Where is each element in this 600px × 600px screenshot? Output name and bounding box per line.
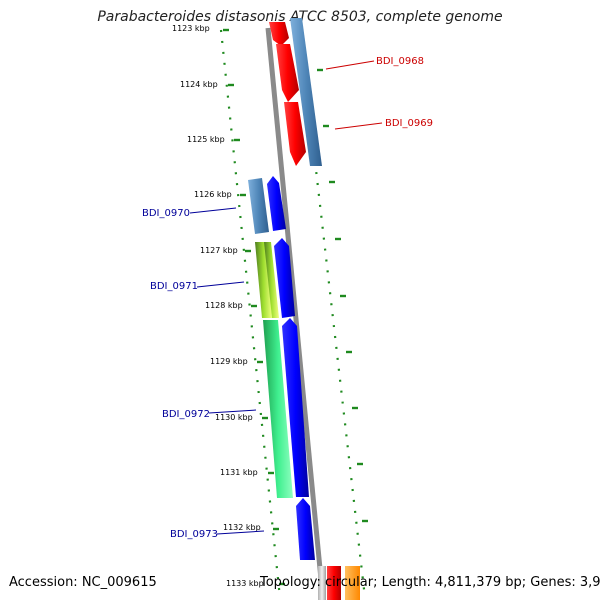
gene-arrow-red-top[interactable] (269, 22, 289, 46)
gene-arrow-orange-bottom[interactable] (345, 566, 360, 600)
inner-tick-marks (223, 28, 285, 586)
tick-label-1124: 1124 kbp (180, 80, 218, 89)
tick-label-1125: 1125 kbp (187, 135, 225, 144)
tick-label-1127: 1127 kbp (200, 246, 238, 255)
tick-label-1130: 1130 kbp (215, 413, 253, 422)
tick-label-1123: 1123 kbp (172, 24, 210, 33)
gene-arrow-blue-0971[interactable] (274, 238, 295, 318)
gene-arrow-bdi-0972[interactable] (263, 320, 293, 498)
leader-line-bdi-0971 (196, 281, 245, 288)
gene-label-bdi-0973[interactable]: BDI_0973 (170, 529, 218, 540)
gene-label-bdi-0970[interactable]: BDI_0970 (142, 208, 190, 219)
gene-arrow-steel-top[interactable] (290, 18, 322, 166)
gene-arrow-bdi-0971[interactable] (255, 242, 272, 318)
gene-arrow-bdi-0970[interactable] (248, 178, 269, 234)
gene-arrow-blue-0972[interactable] (282, 318, 309, 497)
topology-text: Topology: circular; Length: 4,811,379 bp… (260, 575, 600, 590)
tick-label-1133: 1133 kbp (226, 579, 264, 588)
tick-label-1128: 1128 kbp (205, 301, 243, 310)
gene-arrow-bdi-0968[interactable] (276, 44, 299, 102)
leader-line-bdi-0968 (325, 60, 375, 70)
gene-label-bdi-0971[interactable]: BDI_0971 (150, 281, 198, 292)
tick-label-1126: 1126 kbp (194, 190, 232, 199)
gene-label-bdi-0968[interactable]: BDI_0968 (376, 56, 424, 67)
gene-label-bdi-0972[interactable]: BDI_0972 (162, 409, 210, 420)
accession-text: Accession: NC_009615 (9, 575, 157, 590)
map-title: Parabacteroides distasonis ATCC 8503, co… (97, 9, 503, 25)
gene-arrow-blue-0970[interactable] (267, 176, 286, 231)
gene-arrow-bdi-0969[interactable] (284, 102, 306, 166)
tick-label-1129: 1129 kbp (210, 357, 248, 366)
leader-line-bdi-0973 (216, 530, 265, 535)
gene-arrow-red-bottom[interactable] (327, 566, 341, 600)
leader-line-bdi-0970 (189, 207, 237, 214)
gene-arrow-grey-bottom[interactable] (318, 566, 326, 600)
tick-label-1131: 1131 kbp (220, 468, 258, 477)
tick-label-1132: 1132 kbp (223, 523, 261, 532)
outer-tick-marks (317, 68, 368, 523)
leader-line-bdi-0969 (334, 122, 383, 130)
gene-arrow-bdi-0973[interactable] (296, 498, 315, 560)
gene-arrow-bdi-0971-b[interactable] (264, 242, 279, 318)
gene-label-bdi-0969[interactable]: BDI_0969 (385, 118, 433, 129)
leader-line-bdi-0972 (208, 409, 257, 414)
genome-backbone (265, 27, 326, 600)
